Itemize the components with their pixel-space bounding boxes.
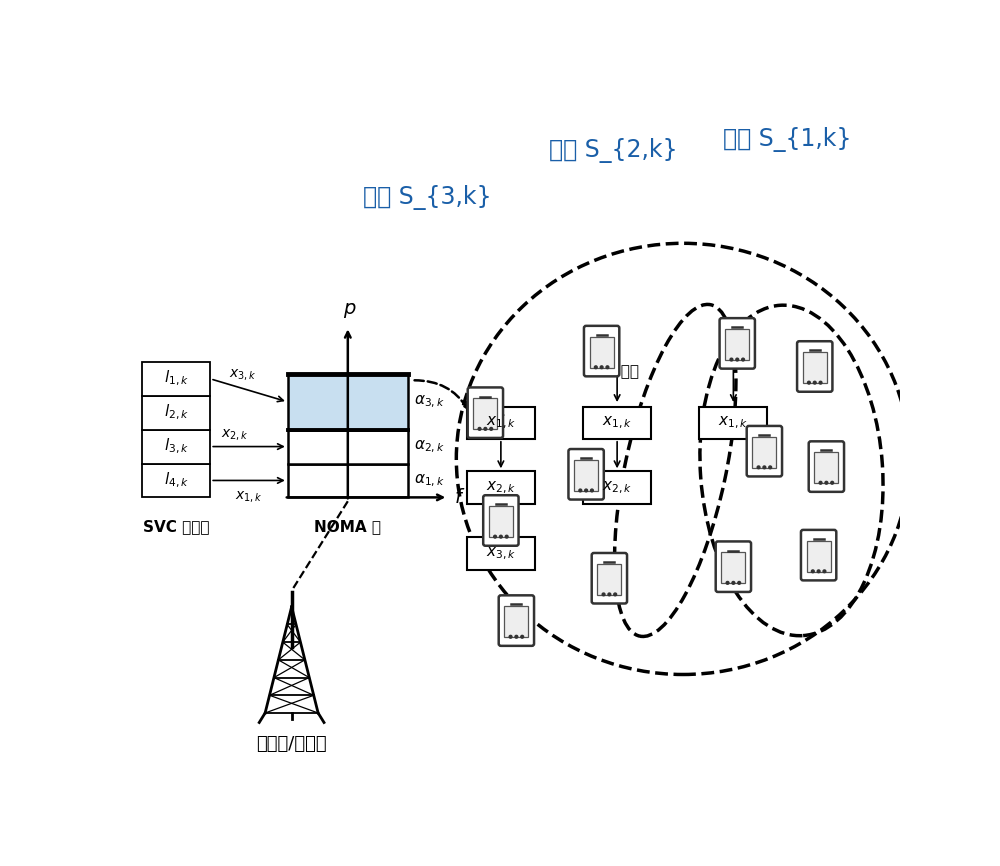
FancyBboxPatch shape	[473, 398, 497, 430]
Text: $x_{1,k}$: $x_{1,k}$	[486, 415, 516, 431]
FancyBboxPatch shape	[467, 406, 535, 439]
Circle shape	[484, 428, 487, 430]
FancyBboxPatch shape	[699, 406, 767, 439]
Text: $x_{3,k}$: $x_{3,k}$	[486, 546, 516, 562]
Circle shape	[600, 365, 603, 369]
Circle shape	[499, 535, 502, 538]
Circle shape	[825, 481, 828, 484]
Circle shape	[490, 428, 493, 430]
FancyBboxPatch shape	[721, 553, 745, 584]
FancyBboxPatch shape	[499, 595, 534, 646]
FancyBboxPatch shape	[725, 329, 749, 360]
Text: $x_{3,k}$: $x_{3,k}$	[229, 368, 257, 384]
FancyBboxPatch shape	[489, 506, 513, 537]
FancyBboxPatch shape	[574, 460, 598, 491]
Circle shape	[494, 535, 496, 538]
Circle shape	[478, 428, 481, 430]
Text: SVC 视频层: SVC 视频层	[143, 519, 209, 534]
FancyBboxPatch shape	[752, 436, 776, 468]
FancyBboxPatch shape	[584, 326, 619, 377]
Text: $l_{3,k}$: $l_{3,k}$	[164, 437, 189, 456]
Circle shape	[730, 359, 733, 361]
Text: NOMA 层: NOMA 层	[314, 519, 381, 534]
FancyBboxPatch shape	[467, 471, 535, 503]
Circle shape	[591, 489, 593, 492]
Text: $l_{1,k}$: $l_{1,k}$	[164, 369, 189, 389]
Circle shape	[823, 570, 826, 572]
Circle shape	[732, 581, 735, 585]
Circle shape	[813, 381, 816, 384]
FancyBboxPatch shape	[803, 352, 827, 383]
FancyBboxPatch shape	[807, 541, 831, 572]
Text: 子组 S_{2,k}: 子组 S_{2,k}	[549, 139, 678, 164]
Circle shape	[819, 481, 822, 484]
FancyBboxPatch shape	[288, 463, 408, 497]
Text: $f$: $f$	[454, 488, 466, 507]
FancyBboxPatch shape	[288, 374, 408, 430]
FancyBboxPatch shape	[288, 430, 408, 463]
FancyBboxPatch shape	[814, 452, 838, 483]
FancyBboxPatch shape	[504, 606, 528, 637]
Circle shape	[579, 489, 582, 492]
Circle shape	[738, 581, 741, 585]
FancyBboxPatch shape	[142, 396, 210, 430]
Text: $\alpha_{2,k}$: $\alpha_{2,k}$	[414, 438, 445, 455]
FancyBboxPatch shape	[468, 387, 503, 438]
Circle shape	[763, 466, 766, 469]
Circle shape	[602, 593, 605, 596]
Text: $x_{1,k}$: $x_{1,k}$	[235, 489, 263, 505]
Text: $p$: $p$	[343, 301, 356, 320]
FancyBboxPatch shape	[568, 449, 604, 500]
Text: $\alpha_{3,k}$: $\alpha_{3,k}$	[414, 394, 445, 410]
FancyBboxPatch shape	[809, 442, 844, 492]
Text: 子组 S_{1,k}: 子组 S_{1,k}	[723, 126, 852, 152]
Text: $x_{1,k}$: $x_{1,k}$	[718, 415, 748, 431]
Circle shape	[614, 593, 617, 596]
Text: $x_{2,k}$: $x_{2,k}$	[602, 479, 632, 495]
Circle shape	[726, 581, 729, 585]
Circle shape	[808, 381, 810, 384]
Circle shape	[608, 593, 611, 596]
FancyBboxPatch shape	[720, 318, 755, 369]
Text: SIC解码: SIC解码	[594, 363, 640, 378]
Circle shape	[606, 365, 609, 369]
Circle shape	[594, 365, 597, 369]
FancyBboxPatch shape	[592, 553, 627, 604]
Text: $l_{4,k}$: $l_{4,k}$	[164, 471, 189, 490]
FancyBboxPatch shape	[797, 341, 832, 391]
Circle shape	[505, 535, 508, 538]
FancyBboxPatch shape	[583, 471, 651, 503]
Circle shape	[769, 466, 772, 469]
Circle shape	[831, 481, 834, 484]
FancyBboxPatch shape	[583, 406, 651, 439]
FancyBboxPatch shape	[142, 362, 210, 396]
FancyBboxPatch shape	[483, 495, 519, 546]
Text: $\alpha_{1,k}$: $\alpha_{1,k}$	[414, 472, 445, 488]
Circle shape	[817, 570, 820, 572]
FancyBboxPatch shape	[716, 541, 751, 592]
Text: $x_{2,k}$: $x_{2,k}$	[486, 479, 516, 495]
Circle shape	[757, 466, 760, 469]
Circle shape	[509, 636, 512, 638]
Circle shape	[811, 570, 814, 572]
Circle shape	[585, 489, 588, 492]
FancyBboxPatch shape	[747, 426, 782, 476]
Circle shape	[742, 359, 744, 361]
FancyBboxPatch shape	[590, 337, 614, 368]
FancyBboxPatch shape	[597, 564, 621, 595]
FancyBboxPatch shape	[801, 530, 836, 580]
Circle shape	[521, 636, 524, 638]
FancyBboxPatch shape	[142, 430, 210, 463]
Text: 宏基站/小基站: 宏基站/小基站	[256, 734, 327, 753]
Text: $x_{2,k}$: $x_{2,k}$	[221, 429, 249, 443]
FancyBboxPatch shape	[142, 463, 210, 497]
Text: $x_{1,k}$: $x_{1,k}$	[602, 415, 632, 431]
Circle shape	[515, 636, 518, 638]
Circle shape	[819, 381, 822, 384]
FancyBboxPatch shape	[467, 538, 535, 570]
Text: $l_{2,k}$: $l_{2,k}$	[164, 403, 189, 423]
Text: 子组 S_{3,k}: 子组 S_{3,k}	[363, 184, 492, 210]
Circle shape	[736, 359, 739, 361]
